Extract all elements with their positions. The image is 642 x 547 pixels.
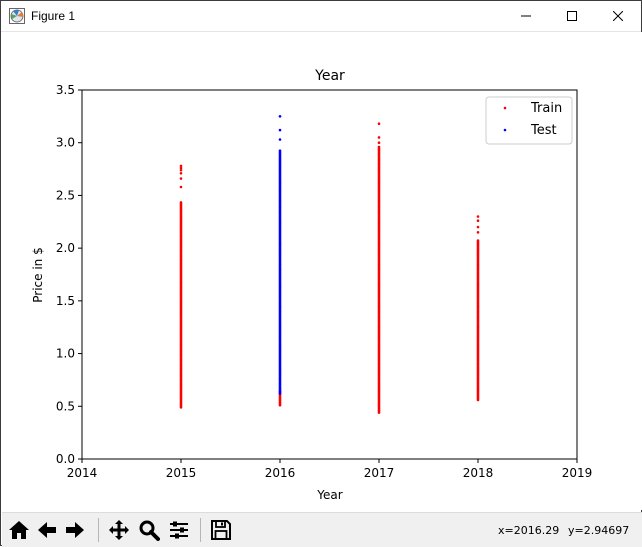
close-button[interactable] — [595, 1, 641, 31]
scatter-point-train — [377, 141, 381, 145]
legend: Train Test — [485, 96, 573, 145]
scatter-point-train — [179, 164, 183, 168]
scatter-point-train — [179, 201, 183, 204]
back-arrow-icon — [38, 522, 56, 538]
scatter-point-train — [476, 215, 480, 218]
x-tick-label: 2018 — [463, 466, 494, 480]
coordinate-y-readout: y=2.94697 — [568, 524, 630, 537]
toolbar-separator — [200, 518, 201, 542]
scatter-point-train — [476, 225, 480, 229]
scatter-point-test — [278, 115, 282, 118]
x-axis-ticks: 2014 2015 2016 2017 2018 2019 — [67, 459, 593, 480]
scatter-point-train — [179, 171, 183, 175]
scatter-point-train — [377, 145, 381, 149]
maximize-button[interactable] — [549, 1, 595, 31]
close-icon — [613, 11, 623, 21]
scatter-point-test — [278, 138, 282, 141]
y-tick-label: 0.0 — [56, 452, 75, 466]
forward-arrow-icon — [66, 522, 84, 538]
scatter-point-train — [179, 166, 183, 170]
y-tick-label: 3.5 — [56, 83, 75, 97]
scatter-point-train — [179, 168, 183, 172]
home-button[interactable] — [6, 517, 32, 543]
y-axis-label: Price in $ — [31, 247, 45, 302]
coordinate-x-readout: x=2016.29 — [498, 524, 560, 537]
plot-area — [82, 90, 577, 459]
pan-button[interactable] — [106, 517, 132, 543]
legend-marker-test — [503, 128, 507, 132]
scatter-point-train — [476, 231, 480, 234]
x-tick-label: 2015 — [166, 466, 197, 480]
scatter-point-train — [476, 219, 480, 223]
zoom-icon — [139, 520, 160, 541]
chart-title: Year — [314, 68, 345, 84]
x-axis-label: Year — [316, 488, 342, 502]
save-button[interactable] — [208, 517, 234, 543]
y-tick-label: 1.5 — [56, 294, 75, 308]
save-icon — [211, 520, 231, 540]
y-tick-label: 0.5 — [56, 399, 75, 413]
back-button[interactable] — [34, 517, 60, 543]
toolbar-separator — [98, 518, 99, 542]
minimize-button[interactable] — [503, 1, 549, 31]
scatter-chart: 2014 2015 2016 2017 2018 2019 0.0 0.5 1.0 1.5 2.0… — [31, 68, 593, 502]
data-points — [179, 115, 480, 414]
title-bar: Figure 1 — [1, 1, 641, 32]
x-tick-label: 2014 — [67, 466, 98, 480]
x-tick-label: 2019 — [562, 466, 593, 480]
legend-marker-train — [503, 106, 507, 110]
scatter-point-train — [476, 239, 480, 242]
scatter-point-test — [278, 149, 282, 153]
pan-icon — [109, 520, 129, 540]
y-tick-label: 3.0 — [56, 136, 75, 150]
navigation-toolbar: x=2016.29 y=2.94697 — [2, 512, 642, 547]
forward-button[interactable] — [62, 517, 88, 543]
scatter-point-test — [278, 128, 282, 132]
figure-canvas[interactable]: 2014 2015 2016 2017 2018 2019 0.0 0.5 1.0 1.5 2.0… — [2, 32, 642, 510]
y-tick-label: 2.0 — [56, 241, 75, 255]
subplots-button[interactable] — [166, 517, 192, 543]
scatter-point-train — [377, 122, 381, 126]
plot-frame — [81, 89, 578, 460]
window-title: Figure 1 — [31, 9, 76, 23]
x-tick-label: 2017 — [364, 466, 395, 480]
home-icon — [9, 521, 29, 539]
scatter-point-train — [179, 185, 183, 189]
y-tick-label: 1.0 — [56, 347, 75, 361]
legend-label-test: Test — [530, 123, 557, 138]
scatter-point-train — [179, 177, 183, 180]
minimize-icon — [521, 15, 531, 17]
x-tick-label: 2016 — [265, 466, 296, 480]
maximize-icon — [567, 11, 577, 21]
y-axis-ticks: 0.0 0.5 1.0 1.5 2.0 2.5 3.0 3.5 — [56, 83, 82, 466]
legend-label-train: Train — [530, 101, 562, 116]
zoom-button[interactable] — [136, 517, 162, 543]
subplots-icon — [170, 521, 188, 539]
legend-box — [485, 96, 573, 145]
matplotlib-logo-icon — [9, 8, 25, 24]
scatter-point-train — [377, 136, 381, 139]
y-tick-label: 2.5 — [56, 188, 75, 202]
